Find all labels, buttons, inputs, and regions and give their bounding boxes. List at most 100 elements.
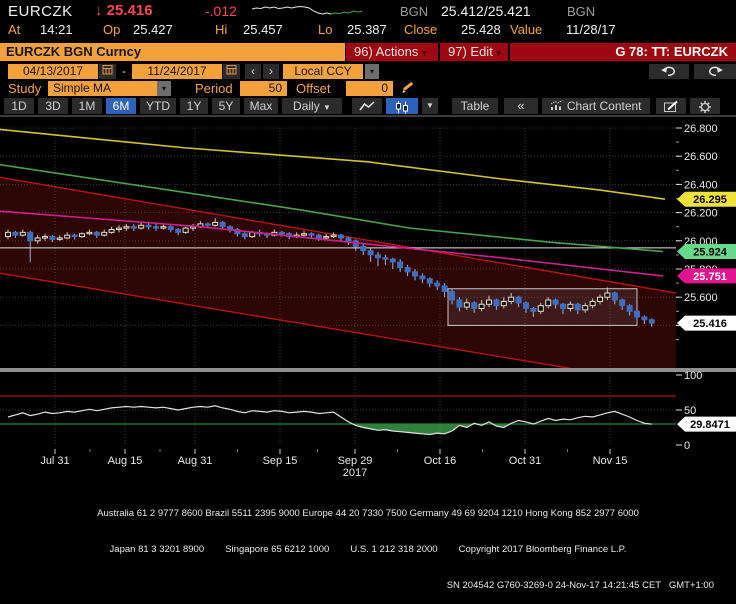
offset-input[interactable]: 0 (346, 81, 393, 96)
candle-body (182, 227, 189, 233)
candle-body (567, 303, 574, 309)
chart-canvas[interactable]: 26.80026.60026.40026.20026.00025.80025.6… (0, 115, 736, 480)
panel-divider (0, 368, 736, 372)
ma-green-badge-value: 25.924 (693, 247, 728, 259)
offset-label: Offset (296, 81, 331, 96)
edit-button[interactable]: 97) Edit ▾ (448, 44, 501, 59)
candle-body (641, 316, 648, 321)
redo-button[interactable] (694, 64, 736, 79)
year-axis-label: 2017 (343, 467, 367, 479)
candle-body (478, 303, 485, 309)
table-button[interactable]: Table (452, 98, 498, 114)
rsi-line (7, 405, 652, 436)
candle-chart-type-button[interactable] (386, 98, 418, 114)
divider (508, 43, 510, 61)
last-price-badge (677, 315, 736, 331)
candle-body (308, 233, 315, 236)
stat-label: Op (103, 22, 121, 37)
date-range-row: 04/13/2017 - 11/24/2017 ‹ › Local CCY ▾ (0, 64, 736, 80)
stat-value: 25.457 (243, 22, 283, 37)
candle-body (493, 299, 500, 307)
candle-body (71, 234, 78, 238)
candle-body (537, 305, 544, 312)
tab-range-3d[interactable]: 3D (38, 98, 68, 114)
candle-body (42, 236, 48, 239)
candle-body (375, 254, 381, 259)
date-axis-label: Oct 31 (509, 455, 541, 467)
candle-body (108, 229, 115, 233)
candle-body (389, 258, 396, 263)
candle-body (449, 291, 455, 301)
ma-yellow-badge-value: 26.295 (693, 194, 727, 206)
candle-body (382, 257, 389, 260)
frequency-select[interactable]: Daily ▼ (282, 98, 342, 114)
actions-button[interactable]: 96) Actions ▾ (354, 44, 427, 59)
chart-content-button[interactable]: Chart Content (542, 98, 650, 114)
study-row: Study Simple MA ▾ Period 50 Offset 0 (0, 81, 736, 97)
date-axis-label: Oct 16 (424, 455, 456, 467)
date-axis-label: Sep 15 (263, 455, 298, 467)
tab-range-6m[interactable]: 6M (106, 98, 136, 114)
candle-body (86, 231, 93, 235)
candle-body (426, 278, 433, 284)
candle-body (574, 303, 581, 311)
chart-type-caret[interactable]: ▼ (422, 98, 438, 114)
chart-context-label: G 78: TT: EURCZK (615, 44, 728, 59)
candle-body (101, 231, 108, 236)
date-from-field[interactable]: 04/13/2017 (8, 64, 98, 79)
candle-body (212, 221, 219, 226)
price-axis-label: 25.600 (684, 292, 718, 304)
stat-value: 11/28/17 (566, 22, 616, 37)
ticker-symbol: EURCZK (8, 3, 73, 20)
date-to-field[interactable]: 11/24/2017 (132, 64, 222, 79)
study-caret-icon[interactable]: ▾ (157, 81, 171, 96)
ma-yellow (0, 128, 666, 200)
candle-body (330, 234, 337, 238)
candle-body (79, 233, 85, 238)
period-input[interactable]: 50 (240, 81, 287, 96)
tab-range-5y[interactable]: 5Y (212, 98, 240, 114)
candle-body (552, 299, 559, 305)
calendar-icon[interactable] (223, 64, 240, 79)
candle-body (456, 299, 463, 308)
channel-lower-line (0, 272, 573, 368)
tab-range-1d[interactable]: 1D (4, 98, 34, 114)
tab-range-ytd[interactable]: YTD (140, 98, 176, 114)
period-label: Period (195, 81, 233, 96)
line-chart-type-button[interactable] (352, 98, 382, 114)
candle-body (175, 229, 182, 233)
tab-range-1y[interactable]: 1Y (180, 98, 208, 114)
oversold-fill (8, 424, 652, 435)
annotate-icon[interactable] (656, 98, 686, 114)
candle-body (619, 299, 626, 307)
ma-yellow-badge (677, 191, 736, 207)
ma-green-badge (677, 244, 736, 260)
date-axis-label: Jul 31 (40, 455, 69, 467)
candle-body (49, 236, 56, 240)
footer-line2: Japan 81 3 3201 8900 Singapore 65 6212 1… (109, 544, 627, 555)
price-axis-label: 26.200 (684, 208, 718, 220)
candle-body (397, 261, 404, 269)
candle-body (116, 227, 122, 231)
prev-range-button[interactable]: ‹ (245, 64, 261, 79)
study-select[interactable]: Simple MA (48, 81, 157, 96)
candle-body (145, 224, 152, 228)
candle-body (12, 231, 19, 236)
tab-range-max[interactable]: Max (244, 98, 278, 114)
next-range-button[interactable]: › (263, 64, 279, 79)
stat-value: 25.428 (461, 22, 501, 37)
tab-range-1m[interactable]: 1M (72, 98, 102, 114)
currency-caret-icon[interactable]: ▾ (365, 64, 379, 79)
calendar-icon[interactable] (99, 64, 116, 79)
candle-body (515, 296, 522, 304)
candle-body (419, 275, 426, 280)
security-title: EURCZK BGN Curncy (0, 43, 345, 61)
candle-body (138, 224, 145, 229)
candle-body (471, 302, 478, 309)
date-separator: - (122, 64, 126, 78)
pencil-edit-icon[interactable] (400, 81, 415, 100)
currency-select[interactable]: Local CCY (283, 64, 363, 79)
collapse-panel-button[interactable]: « (504, 98, 538, 114)
undo-button[interactable] (649, 64, 689, 79)
gear-icon[interactable] (690, 98, 720, 114)
